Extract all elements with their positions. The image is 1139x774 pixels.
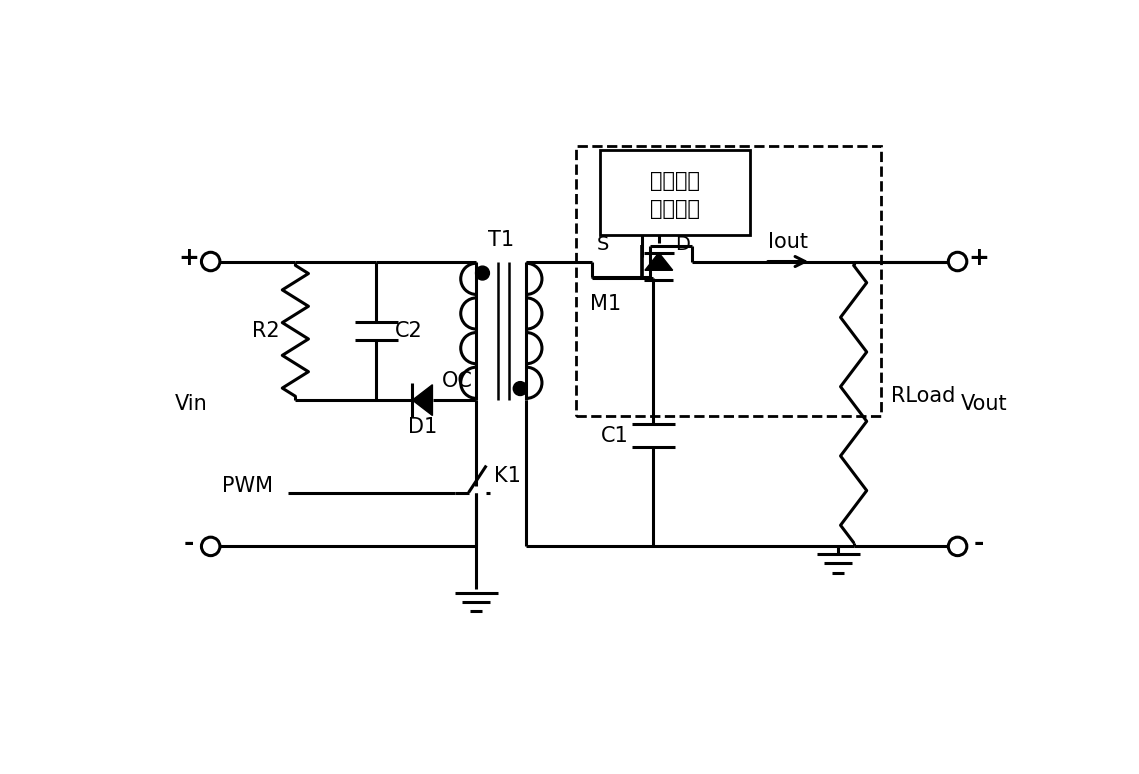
Text: PWM: PWM	[222, 476, 273, 496]
Text: +: +	[179, 245, 199, 269]
Text: OC: OC	[442, 371, 473, 391]
Text: R2: R2	[253, 320, 280, 341]
Text: C2: C2	[395, 320, 423, 341]
Text: M1: M1	[590, 294, 621, 314]
Text: -: -	[183, 530, 195, 554]
Circle shape	[476, 266, 490, 280]
Text: Iout: Iout	[768, 232, 809, 252]
Text: 控制电路: 控制电路	[649, 199, 699, 219]
Polygon shape	[412, 385, 433, 416]
Text: C1: C1	[601, 426, 629, 446]
Text: 同步整流: 同步整流	[649, 170, 699, 190]
Text: S: S	[597, 235, 609, 254]
Circle shape	[514, 382, 527, 396]
Circle shape	[949, 537, 967, 556]
Text: -: -	[974, 530, 984, 554]
Text: D1: D1	[408, 417, 437, 437]
Circle shape	[202, 252, 220, 271]
Text: RLoad: RLoad	[891, 386, 954, 406]
Bar	[599, 150, 749, 235]
Circle shape	[202, 537, 220, 556]
Text: D: D	[675, 235, 690, 254]
Text: K1: K1	[493, 466, 521, 485]
Text: Vin: Vin	[175, 394, 207, 414]
Text: Vout: Vout	[961, 394, 1008, 414]
Text: G: G	[617, 198, 632, 217]
Polygon shape	[645, 253, 673, 270]
Text: +: +	[968, 245, 990, 269]
Bar	[576, 146, 880, 416]
Circle shape	[949, 252, 967, 271]
Text: T1: T1	[489, 230, 515, 250]
